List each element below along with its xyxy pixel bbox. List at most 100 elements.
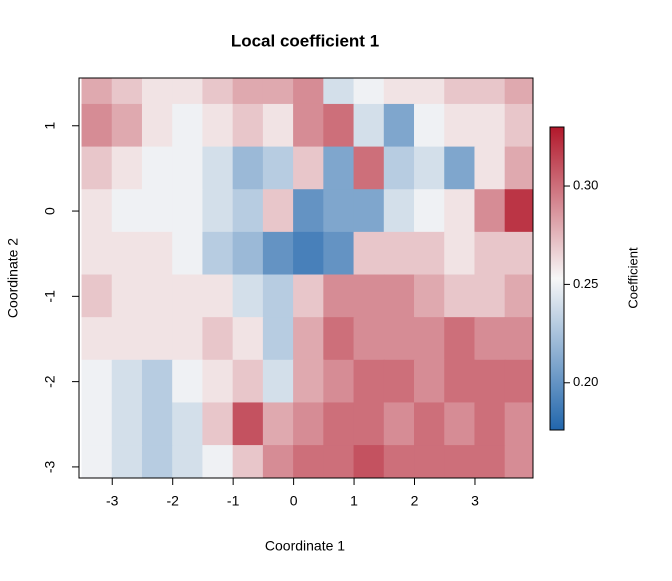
heat-cell	[202, 359, 234, 404]
heat-cell	[172, 78, 204, 105]
heat-cell	[444, 231, 476, 276]
heat-cell	[383, 359, 416, 404]
heat-cell	[111, 78, 143, 105]
heat-cell	[323, 359, 355, 404]
heat-cell	[202, 317, 234, 361]
heat-cell	[111, 402, 143, 447]
heat-cell	[141, 189, 174, 233]
heat-cell	[293, 402, 325, 447]
heat-cell	[504, 445, 533, 478]
heat-cell	[444, 189, 476, 233]
heat-cell	[323, 402, 355, 447]
colorbar-tick-label: 0.25	[573, 276, 598, 291]
heat-cell	[202, 103, 234, 148]
x-tick-label: -1	[227, 493, 240, 509]
heat-cell	[444, 78, 476, 105]
heat-cell	[383, 402, 416, 447]
heat-cell	[202, 78, 234, 105]
heat-cell	[202, 231, 234, 276]
heat-cell	[202, 445, 234, 478]
heat-cell	[383, 78, 416, 105]
heat-cell	[202, 402, 234, 447]
y-tick-label: 1	[42, 122, 58, 130]
x-tick-label: -2	[166, 493, 179, 509]
chart-title: Local coefficient 1	[231, 31, 379, 50]
heat-cell	[353, 189, 385, 233]
heat-cell	[474, 317, 506, 361]
heat-cell	[353, 317, 385, 361]
heat-cell	[262, 445, 295, 478]
heat-cell	[414, 103, 446, 148]
heat-cell	[232, 78, 264, 105]
heat-cell	[262, 78, 295, 105]
heat-cell	[81, 402, 113, 447]
heat-cell	[141, 231, 174, 276]
colorbar-tick-label: 0.20	[573, 374, 598, 389]
heat-cell	[141, 146, 174, 191]
heat-cell	[383, 274, 416, 319]
heat-cell	[141, 359, 174, 404]
heat-cell	[293, 189, 325, 233]
heat-cell	[474, 402, 506, 447]
heat-cell	[232, 146, 264, 191]
heat-cell	[474, 78, 506, 105]
heat-cell	[141, 317, 174, 361]
heat-cell	[293, 274, 325, 319]
heat-cell	[232, 274, 264, 319]
heat-cell	[383, 146, 416, 191]
heat-cell	[444, 359, 476, 404]
heat-cell	[293, 103, 325, 148]
heat-cell	[262, 359, 295, 404]
heat-cell	[504, 146, 533, 191]
heat-cell	[474, 359, 506, 404]
heat-cell	[444, 402, 476, 447]
heat-cell	[172, 231, 204, 276]
colorbar-tick-label: 0.30	[573, 177, 598, 192]
heat-cell	[474, 274, 506, 319]
heat-cell	[504, 317, 533, 361]
heatmap	[81, 78, 533, 478]
heat-cell	[383, 189, 416, 233]
heat-cell	[414, 78, 446, 105]
y-axis-label: Coordinate 2	[5, 238, 21, 318]
heat-cell	[81, 231, 113, 276]
heat-cell	[232, 317, 264, 361]
y-tick-label: -1	[42, 290, 58, 303]
heat-cell	[504, 402, 533, 447]
heat-cell	[293, 317, 325, 361]
heat-cell	[141, 103, 174, 148]
heat-cell	[323, 78, 355, 105]
heat-cell	[353, 274, 385, 319]
heat-cell	[141, 445, 174, 478]
heat-cell	[262, 317, 295, 361]
heat-cell	[414, 274, 446, 319]
heat-cell	[262, 146, 295, 191]
heat-cell	[414, 445, 446, 478]
heat-cell	[111, 146, 143, 191]
heat-cell	[111, 103, 143, 148]
x-axis-label: Coordinate 1	[265, 538, 345, 554]
heat-cell	[172, 146, 204, 191]
heat-cell	[202, 146, 234, 191]
heat-cell	[444, 274, 476, 319]
heat-cell	[504, 359, 533, 404]
heat-cell	[232, 402, 264, 447]
heat-cell	[141, 402, 174, 447]
heat-cell	[262, 274, 295, 319]
heat-cell	[353, 359, 385, 404]
heat-cell	[353, 103, 385, 148]
heat-cell	[262, 231, 295, 276]
heat-cell	[474, 103, 506, 148]
heat-cell	[293, 78, 325, 105]
x-tick-label: 0	[290, 493, 298, 509]
heat-cell	[323, 274, 355, 319]
heat-cell	[474, 189, 506, 233]
heat-cell	[202, 189, 234, 233]
heat-cell	[414, 359, 446, 404]
heat-cell	[172, 103, 204, 148]
heat-cell	[504, 231, 533, 276]
heat-cell	[414, 231, 446, 276]
x-tick-label: 3	[471, 493, 479, 509]
heat-cell	[414, 146, 446, 191]
